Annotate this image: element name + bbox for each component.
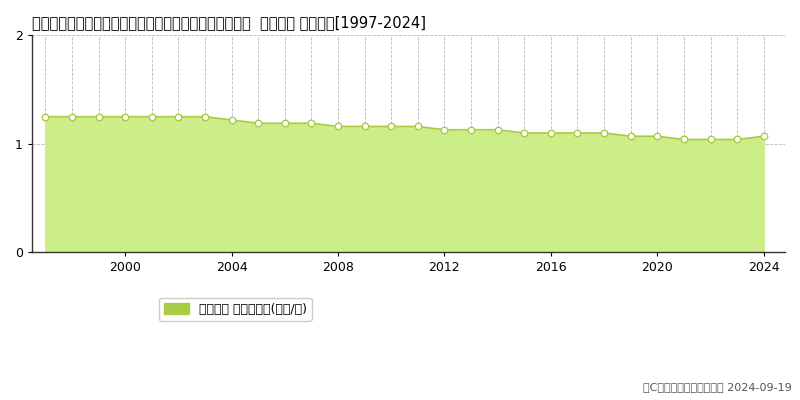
Point <box>385 123 398 130</box>
Point <box>704 136 717 143</box>
Point <box>411 123 424 130</box>
Point <box>146 114 158 120</box>
Point <box>465 126 478 133</box>
Legend: 基準地価 平均坪単価(万円/坪): 基準地価 平均坪単価(万円/坪) <box>159 298 312 321</box>
Point <box>278 120 291 126</box>
Point <box>491 126 504 133</box>
Point <box>92 114 105 120</box>
Point <box>545 130 558 136</box>
Point <box>198 114 211 120</box>
Point <box>358 123 371 130</box>
Point <box>571 130 584 136</box>
Point <box>118 114 131 120</box>
Point <box>225 117 238 123</box>
Point <box>758 133 770 140</box>
Point <box>438 126 451 133</box>
Text: 宮崎県西臼杵郡五ケ瀬町大字鞍岡字道ノ上７０１５番１  基準地価 地価推移[1997-2024]: 宮崎県西臼杵郡五ケ瀬町大字鞍岡字道ノ上７０１５番１ 基準地価 地価推移[1997… <box>32 15 426 30</box>
Point <box>624 133 637 140</box>
Point <box>172 114 185 120</box>
Point <box>651 133 664 140</box>
Point <box>305 120 318 126</box>
Point <box>66 114 78 120</box>
Point <box>518 130 530 136</box>
Point <box>598 130 610 136</box>
Point <box>678 136 690 143</box>
Point <box>332 123 345 130</box>
Point <box>730 136 743 143</box>
Text: （C）土地価格ドットコム 2024-09-19: （C）土地価格ドットコム 2024-09-19 <box>643 382 792 392</box>
Point <box>252 120 265 126</box>
Point <box>39 114 52 120</box>
